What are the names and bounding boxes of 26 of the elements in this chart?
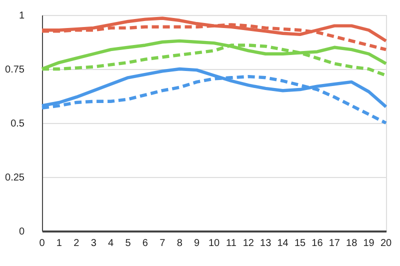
x-tick-label: 1	[56, 238, 62, 249]
x-tick-label: 7	[160, 238, 166, 249]
x-tick-label: 2	[74, 238, 80, 249]
x-tick-label: 14	[277, 238, 289, 249]
x-tick-label: 5	[125, 238, 132, 249]
x-tick-label: 13	[260, 238, 272, 249]
y-tick-label: 0.5	[10, 118, 25, 130]
x-tick-label: 20	[380, 238, 392, 249]
y-tick-label: 0.75	[5, 64, 25, 76]
y-tick-label: 1	[18, 10, 25, 22]
y-tick-label: 0	[18, 226, 25, 238]
x-tick-label: 18	[346, 238, 358, 249]
x-tick-label: 16	[312, 238, 324, 249]
x-tick-label: 8	[176, 238, 183, 249]
x-tick-label: 10	[208, 238, 220, 249]
x-tick-label: 19	[363, 238, 375, 249]
x-tick-label: 17	[328, 238, 340, 249]
x-tick-label: 3	[90, 238, 97, 249]
x-tick-label: 11	[226, 238, 237, 249]
x-tick-label: 9	[194, 238, 200, 249]
x-tick-label: 4	[108, 238, 114, 249]
y-tick-label: 0.25	[5, 172, 25, 184]
x-tick-label: 12	[242, 238, 254, 249]
x-tick-label: 15	[294, 238, 306, 249]
x-tick-label: 6	[142, 238, 148, 249]
x-tick-label: 0	[39, 238, 46, 249]
